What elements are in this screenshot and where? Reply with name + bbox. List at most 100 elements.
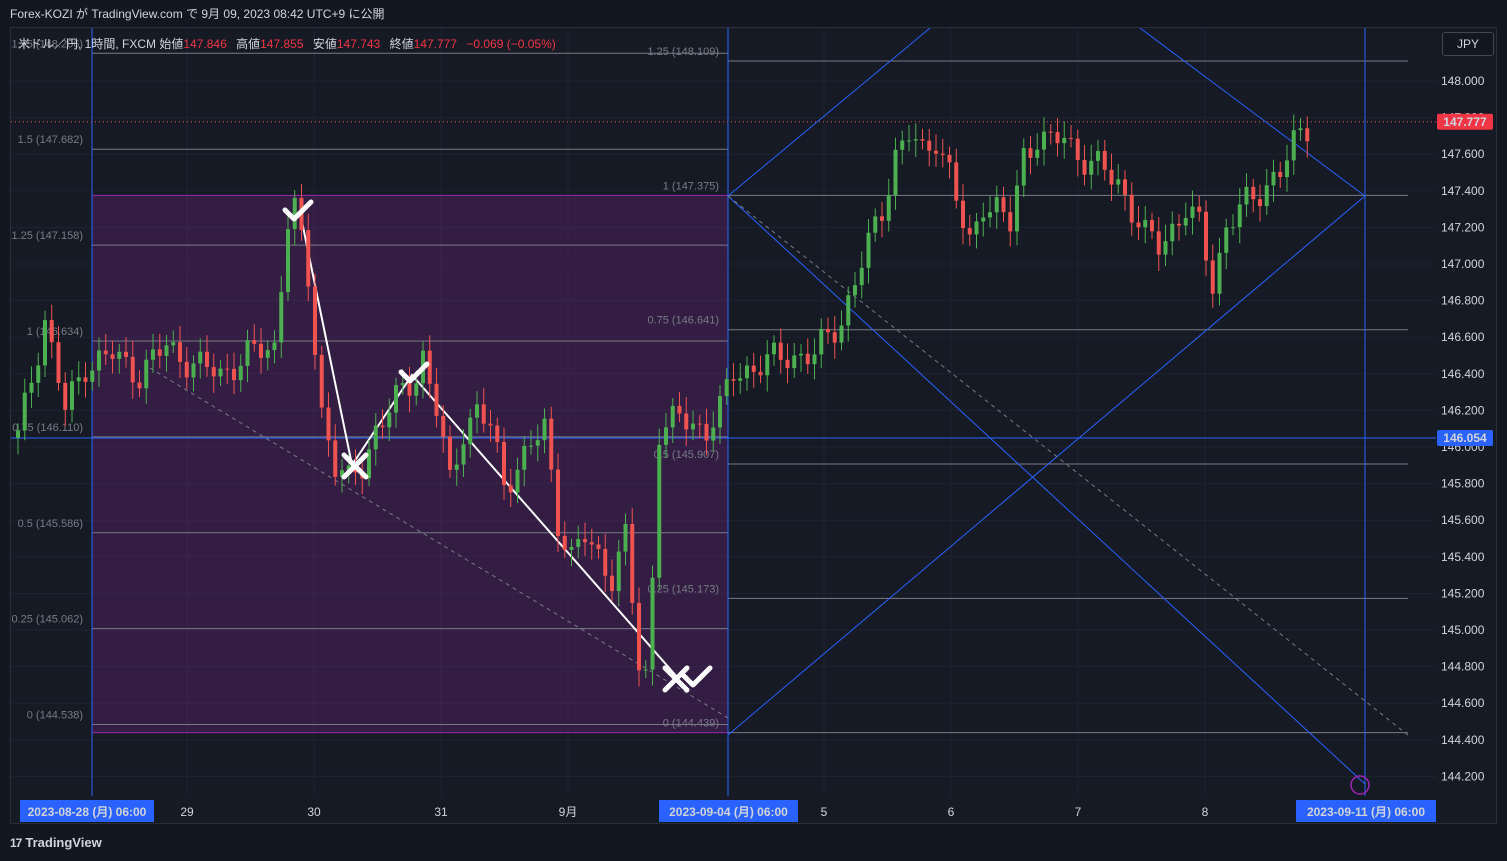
candle-body [1170, 223, 1175, 242]
candle-body [994, 197, 999, 213]
candle-body [1075, 138, 1080, 161]
candle-body [603, 548, 608, 576]
candle-body [940, 153, 945, 155]
time-marker-label: 2023-08-28 (月) 06:00 [28, 805, 147, 819]
fib-level-label: 1 (147.375) [663, 180, 719, 192]
candle-body [427, 350, 432, 384]
candle-body [772, 342, 776, 355]
price-tick-label: 147.400 [1441, 184, 1485, 198]
candle-body [583, 539, 587, 543]
candle-body [495, 425, 500, 442]
candle-body [1244, 186, 1249, 205]
price-tick-label: 148.000 [1441, 74, 1485, 88]
candle-body [157, 349, 162, 356]
candle-body [731, 379, 736, 381]
candle-body [846, 295, 851, 326]
crosshair-price-badge [1437, 430, 1493, 446]
candle-body [184, 361, 189, 378]
chart-frame[interactable] [10, 27, 1497, 824]
candle-body [1062, 137, 1067, 144]
time-tick-label: 8 [1202, 805, 1209, 819]
candle-body [292, 197, 297, 230]
candle-body [394, 385, 398, 413]
candle-body [63, 382, 68, 410]
candle-body [232, 368, 236, 381]
candle-body [43, 320, 47, 366]
candle-body [826, 328, 830, 333]
candle-body [1102, 150, 1107, 170]
candle-body [380, 425, 385, 428]
fan-line [727, 195, 1366, 785]
fib-level-label: 1.25 (147.158) [11, 230, 83, 242]
footer-brand-text: TradingView [25, 835, 102, 850]
candle-body [1042, 131, 1046, 150]
candle-body [76, 377, 81, 382]
candle-body [238, 365, 243, 381]
publisher-line: Forex-KOZI が TradingView.com で 9月 09, 20… [10, 7, 385, 21]
candle-body [637, 602, 641, 671]
price-tick-label: 146.800 [1441, 294, 1485, 308]
check-mark [398, 361, 430, 384]
currency-button[interactable]: JPY [1442, 32, 1494, 56]
candle-body [1116, 179, 1121, 185]
candle-body [225, 368, 230, 370]
candle-body [306, 230, 311, 287]
candle-body [697, 423, 702, 425]
candle-body [319, 354, 324, 408]
candle-body [1251, 186, 1256, 200]
candle-body [1129, 194, 1134, 223]
candle-body [657, 444, 662, 578]
crosshair-price-label: 146.054 [1443, 431, 1487, 445]
candle-body [799, 353, 803, 356]
candle-body [1305, 128, 1310, 142]
close-label: 終値 [389, 37, 414, 51]
time-marker-badge [20, 800, 154, 822]
candle-body [36, 365, 41, 383]
candle-body [954, 162, 959, 201]
price-axis: 148.000147.800147.600147.400147.200147.0… [1437, 74, 1493, 783]
high-label: 高値 [236, 37, 261, 51]
candle-body [515, 469, 520, 493]
candle-body [387, 412, 392, 428]
time-tick-label: 31 [434, 805, 448, 819]
candle-body [178, 342, 182, 362]
footer-brand[interactable]: 17 TradingView [10, 835, 102, 850]
high-value: 147.855 [260, 37, 304, 51]
candle-body [97, 350, 101, 371]
candle-body [724, 379, 729, 397]
time-tick-label: 6 [948, 805, 955, 819]
candle-body [1231, 227, 1235, 229]
candle-body [880, 216, 884, 221]
candle-body [475, 404, 479, 418]
fib-level-label: 0.5 (145.907) [654, 449, 719, 461]
candle-body [313, 286, 317, 355]
candle-body [927, 140, 932, 151]
candle-body [434, 383, 439, 416]
candle-body [1156, 231, 1161, 255]
time-marker-label: 2023-09-11 (月) 06:00 [1307, 805, 1425, 819]
fib-retracement-left: 1.75 (148.206) 1.5 (147.682) 1.25 (147.158… [11, 38, 729, 734]
time-axis: 29 30 31 9月 5 6 7 8 2023-08-28 (月) 06:00 2023-09-… [20, 800, 1436, 822]
candle-body [873, 216, 878, 233]
candle-body [765, 354, 770, 376]
fan-line [1139, 27, 1366, 197]
fan-line [727, 27, 931, 197]
candle-body [29, 382, 34, 393]
candle-body [670, 405, 675, 428]
candle-body [144, 359, 149, 389]
close-value: 147.777 [413, 37, 458, 51]
candle-body [738, 378, 743, 381]
price-tick-label: 145.000 [1441, 623, 1485, 637]
candle-body [1069, 137, 1073, 139]
candle-body [103, 350, 108, 355]
candle-body [367, 449, 371, 479]
candle-body [279, 292, 284, 343]
candle-body [1163, 241, 1168, 255]
candle-body [252, 340, 257, 344]
fib-level-label: 0.25 (145.173) [647, 583, 719, 595]
fib-level-label: 0.25 (145.062) [11, 614, 83, 626]
candle-body [529, 445, 533, 447]
candle-body [83, 377, 88, 382]
candle-body [751, 365, 756, 372]
